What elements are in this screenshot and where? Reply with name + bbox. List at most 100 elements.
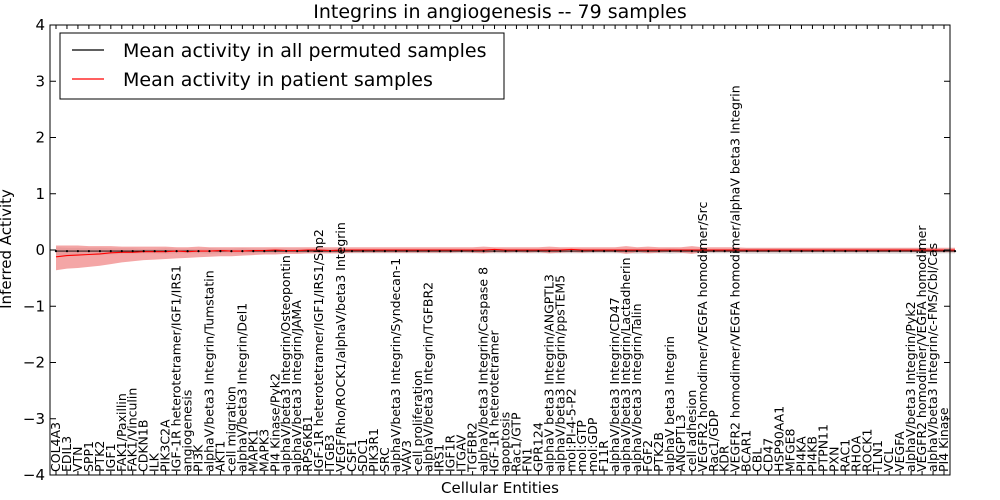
x-tick-label: PIK3C2A <box>158 419 173 472</box>
permuted-point <box>537 250 540 253</box>
permuted-point <box>438 250 441 253</box>
legend-box <box>59 32 505 100</box>
permuted-point <box>504 250 507 253</box>
permuted-point <box>329 250 332 253</box>
permuted-point <box>866 250 869 253</box>
permuted-point <box>899 250 902 253</box>
x-tick-label: RPS6KB1 <box>300 415 315 472</box>
permuted-point <box>646 250 650 253</box>
x-tick-label: HSP90AA1 <box>772 406 787 472</box>
x-tick-label: PI3K <box>191 444 206 472</box>
x-tick-label: PI4 Kinase/Pyk2 <box>267 373 282 472</box>
x-tick-label: TGFBR2 <box>465 422 480 473</box>
permuted-point <box>416 250 419 253</box>
legend: Mean activity in all permuted samples Me… <box>59 32 505 100</box>
permuted-point <box>263 250 266 253</box>
permuted-point <box>471 250 474 253</box>
permuted-point <box>164 250 167 253</box>
x-tick-label: alphaV/beta3 Integrin/Talin <box>629 304 644 473</box>
x-tick-label: PTPN11 <box>815 424 830 472</box>
permuted-point <box>54 250 58 253</box>
y-tick-label: 4 <box>35 16 45 34</box>
permuted-point <box>921 250 924 253</box>
permuted-point <box>219 250 222 253</box>
x-tick-label: RHOA <box>848 435 863 472</box>
permuted-point <box>745 250 748 253</box>
permuted-point <box>197 250 200 253</box>
y-tick-label: −2 <box>23 354 45 372</box>
x-tick-label: alphaV/beta3 Integrin/Tumstatin <box>202 270 217 472</box>
permuted-point <box>285 250 288 253</box>
y-tick-label: 0 <box>35 241 45 259</box>
x-tick-label: alphaV/beta3 Integrin/Del1 <box>234 303 249 472</box>
permuted-point <box>350 250 354 253</box>
x-tick-label: alphaV/beta3 Integrin/Osteopontin <box>278 255 293 472</box>
permuted-point <box>910 250 913 253</box>
x-tick-label: CBL <box>750 448 765 472</box>
x-tick-label: cell migration <box>223 386 238 472</box>
permuted-point <box>822 250 825 253</box>
confidence-bands <box>56 245 955 271</box>
x-tick-label: FN1 <box>519 448 534 473</box>
x-tick-label: TLN1 <box>870 440 885 473</box>
permuted-point <box>230 250 233 253</box>
x-tick-label: CDKN1B <box>136 420 151 472</box>
permuted-point <box>833 250 836 253</box>
permuted-point <box>65 250 69 253</box>
x-tick-label: MAPK3 <box>256 429 271 472</box>
x-tick-label: PI4KA <box>794 436 809 472</box>
x-tick-label: IGF-1R heterotetramer/IGF1/IRS1/Shp2 <box>311 229 326 472</box>
x-tick-label: Rac1/GDP <box>706 410 721 472</box>
permuted-point <box>460 250 463 253</box>
permuted-point <box>767 250 770 253</box>
x-tick-label: PI4 Kinase <box>936 407 951 472</box>
x-tick-label: alphaV/beta3 Integrin/Pyk2 <box>903 301 918 472</box>
x-tick-label: FAK1/Paxillin <box>114 393 129 472</box>
x-tick-label: IRS1 <box>432 444 447 472</box>
x-axis-ticks: COL4A3EDIL3VTNSPP1PTK2IGF1FAK1/PaxillinF… <box>48 25 951 475</box>
permuted-point <box>811 250 814 253</box>
permuted-point <box>526 250 529 253</box>
permuted-point <box>635 250 639 253</box>
y-tick-label: 1 <box>35 185 45 203</box>
x-tick-label: alphaV/beta3 Integrin/c-FMS/Cbl/Cas <box>925 243 940 472</box>
permuted-point <box>361 250 365 253</box>
x-tick-label: ANGPTL3 <box>673 414 688 472</box>
plot-frame <box>49 24 951 476</box>
permuted-point <box>581 250 584 253</box>
x-tick-label: COL4A3 <box>48 422 63 472</box>
x-tick-label: alphaV/beta3 Integrin/ppsTEM5 <box>552 275 567 472</box>
x-tick-label: cell adhesion <box>684 390 699 472</box>
x-tick-label: alphaV/beta3 Integrin/CD47 <box>607 297 622 472</box>
permuted-point <box>339 250 343 253</box>
permuted-point <box>405 250 408 253</box>
permuted-point <box>120 250 123 253</box>
x-tick-label: VEGFA <box>892 431 907 472</box>
y-tick-label: −1 <box>23 297 45 315</box>
x-tick-label: mol:GTP <box>574 420 589 472</box>
patient-series-line <box>55 248 955 258</box>
x-tick-label: F11R <box>596 440 611 472</box>
x-tick-label: mol:PI-4-5-P2 <box>563 388 578 472</box>
permuted-point <box>296 250 299 253</box>
permuted-point <box>208 250 211 253</box>
permuted-point <box>668 250 672 253</box>
x-tick-label: VTN <box>70 446 85 472</box>
permuted-point <box>175 250 178 253</box>
y-axis-label: Inferred Activity <box>0 189 15 309</box>
permuted-point <box>142 250 145 253</box>
permuted-point <box>690 250 694 253</box>
x-tick-label: MAPK1 <box>245 429 260 472</box>
x-tick-label: IGF1 <box>103 443 118 472</box>
x-tick-label: PI4KB <box>804 436 819 472</box>
x-tick-label: VEGFR2 homodimer/VEGFA homodimer <box>914 225 929 472</box>
permuted-point <box>592 250 595 253</box>
x-tick-label: ILK <box>147 452 162 472</box>
x-tick-label: SDC1 <box>355 438 370 472</box>
x-tick-label: MFGE8 <box>783 428 798 472</box>
chart-title: Integrins in angiogenesis -- 79 samples <box>313 1 686 23</box>
permuted-point <box>427 250 430 253</box>
permuted-point <box>515 250 518 253</box>
x-tick-label: VEGFR2 homodimer/VEGFA homodimer/Src <box>695 202 710 472</box>
